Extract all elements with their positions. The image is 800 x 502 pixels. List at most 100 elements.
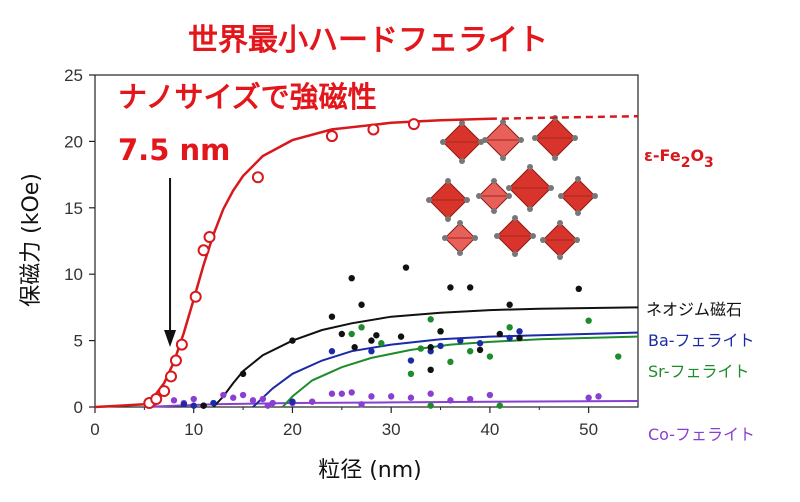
data-point-4 [239, 391, 247, 399]
data-point-1 [476, 346, 484, 354]
data-point-fe2o3 [158, 385, 171, 398]
legend-label-neodymium: ネオジム磁石 [646, 300, 742, 319]
atom-dot [548, 185, 554, 191]
atom-dot [575, 176, 581, 182]
data-point-4 [249, 397, 257, 404]
atom-dot [532, 135, 538, 141]
atom-dot [445, 216, 451, 222]
atom-dot [472, 235, 478, 241]
data-point-3 [427, 402, 434, 409]
data-point-1 [427, 366, 434, 374]
data-point-fe2o3 [169, 354, 182, 367]
data-point-1 [358, 301, 365, 308]
data-point-4 [338, 390, 346, 397]
legend-label-sr-ferrite: Sr-フェライト [648, 362, 750, 381]
data-point-4 [447, 397, 454, 404]
data-point-1 [328, 313, 336, 320]
fit-curve-2 [252, 331, 639, 408]
atom-dot [464, 197, 470, 203]
data-point-4 [407, 394, 415, 401]
data-point-1 [368, 337, 375, 344]
data-point-1 [447, 284, 454, 291]
data-point-4 [269, 399, 276, 407]
atom-dot [552, 155, 558, 161]
atom-dot [459, 120, 465, 126]
data-point-2 [210, 399, 217, 407]
data-point-4 [387, 393, 395, 400]
y-tick-label: 20 [64, 132, 83, 151]
x-tick-label: 10 [184, 420, 203, 439]
data-point-fe2o3 [150, 393, 163, 406]
y-tick-label: 15 [64, 199, 83, 218]
data-point-1 [575, 285, 582, 293]
atom-dot [558, 193, 564, 199]
data-point-2 [407, 357, 415, 364]
atom-dot [482, 137, 488, 143]
plot-area-frame [94, 74, 639, 408]
data-point-3 [427, 316, 434, 323]
legend-label-fe2o3: ε-Fe2O3 [644, 146, 714, 171]
atom-dot [442, 235, 448, 241]
size-annotation: 7.5 nm [118, 133, 230, 167]
data-point-4 [348, 389, 355, 396]
data-point-1 [506, 301, 513, 308]
x-tick-label: 50 [579, 420, 598, 439]
data-point-4 [358, 401, 365, 408]
data-point-fe2o3 [165, 370, 178, 383]
atom-dot [506, 185, 512, 191]
data-point-4 [190, 395, 197, 403]
data-point-1 [427, 344, 434, 351]
atom-dot [491, 178, 497, 184]
fit-extension-dashed [489, 114, 639, 121]
y-axis-title: 保磁力 (kOe) [19, 173, 44, 307]
atom-dot [506, 193, 512, 199]
size-arrow-head [164, 330, 177, 347]
data-point-2 [457, 337, 464, 344]
data-point-fe2o3 [203, 231, 216, 244]
data-point-4 [170, 397, 178, 404]
y-tick-label: 25 [64, 66, 83, 85]
data-point-3 [407, 370, 415, 377]
data-point-2 [476, 340, 484, 347]
atom-dot [426, 197, 432, 203]
atom-dot [491, 208, 497, 214]
data-point-1 [338, 330, 346, 338]
data-point-3 [378, 340, 385, 347]
x-tick-label: 40 [480, 420, 499, 439]
fit-curve-3 [281, 335, 639, 408]
atom-dot [440, 139, 446, 145]
data-point-1 [397, 333, 405, 340]
data-points [143, 118, 622, 410]
data-point-1 [348, 274, 355, 282]
atom-dot [592, 193, 598, 199]
atom-dot [574, 237, 580, 243]
data-point-fe2o3 [197, 244, 210, 257]
data-point-3 [348, 330, 355, 338]
atom-dot [540, 237, 546, 243]
data-point-2 [289, 398, 296, 405]
data-point-3 [466, 348, 474, 355]
data-point-4 [328, 390, 336, 397]
data-point-1 [466, 284, 474, 291]
data-point-4 [264, 402, 271, 409]
data-point-fe2o3 [367, 123, 380, 136]
atom-dot [494, 233, 500, 239]
data-point-3 [447, 358, 454, 366]
atom-dot [557, 220, 563, 226]
atom-dot [518, 137, 524, 143]
data-point-1 [351, 344, 358, 351]
atom-dot [459, 158, 465, 164]
atom-dot [457, 250, 463, 256]
data-point-1 [373, 332, 380, 339]
data-point-4 [368, 393, 375, 400]
data-point-2 [180, 401, 188, 408]
data-point-fe2o3 [251, 171, 264, 184]
legend-label-co-ferrite: Co-フェライト [648, 425, 755, 444]
atom-dot [530, 233, 536, 239]
data-point-1 [496, 330, 503, 338]
atom-dot [476, 193, 482, 199]
data-point-4 [427, 390, 434, 397]
x-tick-label: 20 [283, 420, 302, 439]
x-tick-label: 0 [90, 420, 99, 439]
